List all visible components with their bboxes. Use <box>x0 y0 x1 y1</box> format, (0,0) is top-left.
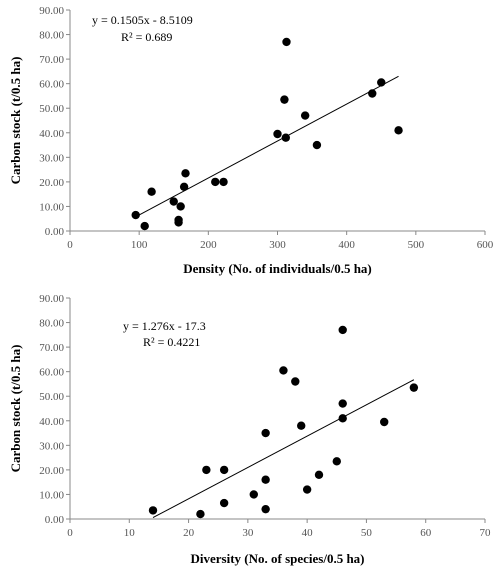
r-squared-label: R² = 0.4221 <box>143 335 200 349</box>
data-point <box>131 210 140 220</box>
y-tick-label: 70.00 <box>39 54 64 66</box>
data-point <box>219 498 229 508</box>
data-point <box>281 133 290 142</box>
y-tick-label: 40.00 <box>39 416 64 428</box>
data-point <box>368 89 377 98</box>
data-point <box>380 417 389 427</box>
data-point <box>332 457 341 466</box>
data-point <box>176 202 185 211</box>
data-point <box>302 485 312 494</box>
y-tick-label: 60.00 <box>39 79 64 91</box>
y-axis-label: Carbon stock (t/0.5 ha) <box>8 57 23 185</box>
data-point <box>219 177 228 187</box>
data-point <box>314 470 324 479</box>
x-tick-label: 200 <box>200 239 217 251</box>
y-tick-label: 70.00 <box>39 342 64 354</box>
x-axis-label: Diversity (No. of species/0.5 ha) <box>190 551 364 566</box>
y-tick-label: 30.00 <box>39 152 64 164</box>
trendline <box>152 379 415 519</box>
data-point <box>279 366 288 375</box>
data-point <box>261 475 270 484</box>
y-axis-label: Carbon stock (t/0.5 ha) <box>8 345 23 473</box>
data-point <box>280 95 289 104</box>
x-tick-label: 40 <box>302 527 314 539</box>
scatter-chart-2: 0.00 10.00 20.00 30.00 40.00 50.00 60.00 70.00 8… <box>8 293 491 566</box>
regression-equation: y = 1.276x - 17.3 <box>123 319 206 333</box>
y-tick-label: 80.00 <box>39 30 64 42</box>
data-point <box>273 129 282 139</box>
data-point <box>147 187 156 196</box>
r-squared-label: R² = 0.689 <box>121 30 172 44</box>
data-point <box>282 37 291 47</box>
data-point <box>249 490 258 499</box>
x-tick-label: 20 <box>183 527 195 539</box>
data-point <box>211 177 220 187</box>
y-tick-label: 20.00 <box>39 177 64 189</box>
x-tick-label: 50 <box>361 527 373 539</box>
x-tick-label: 30 <box>242 527 254 539</box>
data-point <box>202 465 211 475</box>
trendline <box>135 75 399 218</box>
data-point <box>297 421 306 430</box>
x-tick-label: 300 <box>269 239 286 251</box>
data-point <box>377 78 386 87</box>
x-tick-label: 70 <box>480 527 492 539</box>
y-tick-label: 50.00 <box>39 103 64 115</box>
data-point <box>174 218 183 227</box>
x-tick-label: 600 <box>477 239 494 251</box>
x-tick-label: 400 <box>338 239 355 251</box>
y-tick-label: 0.00 <box>45 226 65 238</box>
y-tick-label: 50.00 <box>39 391 64 403</box>
y-tick-label: 90.00 <box>39 293 64 305</box>
scatter-chart-1: 0.00 10.00 20.00 30.00 40.00 50.00 60.00 70.00 8… <box>8 5 494 276</box>
y-tick-label: 20.00 <box>39 465 64 477</box>
data-point <box>338 414 347 423</box>
regression-equation: y = 0.1505x - 8.5109 <box>92 13 193 27</box>
data-point <box>140 221 149 231</box>
data-point <box>409 383 419 392</box>
y-tick-label: 80.00 <box>39 318 64 330</box>
x-axis-label: Density (No. of individuals/0.5 ha) <box>183 261 372 276</box>
data-point <box>291 377 300 386</box>
data-point <box>300 111 310 120</box>
y-tick-label: 10.00 <box>39 489 64 501</box>
data-point <box>179 182 189 191</box>
x-tick-label: 60 <box>420 527 432 539</box>
data-point <box>261 428 270 438</box>
data-point <box>261 504 270 514</box>
x-tick-label: 0 <box>67 239 73 251</box>
y-tick-label: 30.00 <box>39 440 64 452</box>
x-tick-label: 0 <box>67 527 73 539</box>
x-tick-label: 100 <box>131 239 148 251</box>
x-tick-label: 10 <box>124 527 136 539</box>
data-point <box>338 325 347 335</box>
data-point <box>148 506 158 515</box>
y-tick-label: 0.00 <box>45 514 65 526</box>
data-point <box>338 399 347 408</box>
y-tick-label: 60.00 <box>39 367 64 379</box>
y-tick-label: 10.00 <box>39 201 64 213</box>
data-point <box>312 140 322 150</box>
y-tick-label: 90.00 <box>39 5 64 17</box>
data-point <box>169 197 178 206</box>
data-point <box>196 509 205 519</box>
x-tick-label: 500 <box>408 239 425 251</box>
data-point <box>181 169 190 178</box>
y-tick-label: 40.00 <box>39 128 64 140</box>
data-point <box>394 126 403 135</box>
data-point <box>219 465 229 475</box>
